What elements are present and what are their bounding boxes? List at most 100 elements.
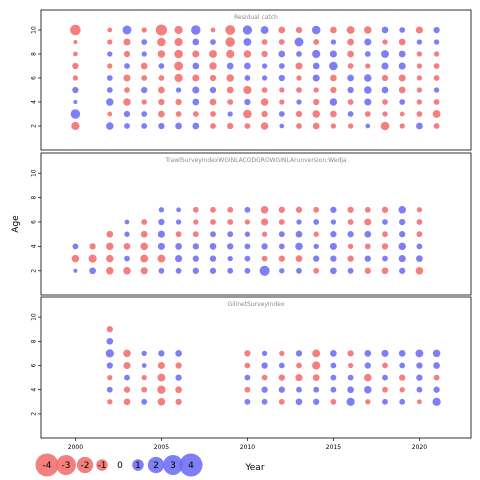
bubble <box>141 219 148 225</box>
bubble <box>279 350 285 357</box>
bubble <box>71 121 80 131</box>
bubble <box>330 398 337 405</box>
bubble <box>175 350 182 357</box>
y-tick-label: 10 <box>31 26 38 34</box>
panel-frame <box>40 152 472 296</box>
bubble <box>330 374 337 381</box>
bubble <box>192 231 199 238</box>
bubble <box>364 385 372 394</box>
bubble <box>226 62 234 70</box>
bubble <box>416 87 423 93</box>
bubble <box>175 87 182 93</box>
bubble <box>311 25 321 35</box>
bubble <box>260 98 269 106</box>
bubble <box>158 122 165 130</box>
bubble <box>210 219 216 225</box>
x-tick-label: 2005 <box>154 444 169 451</box>
y-tick-label: 2 <box>31 412 38 416</box>
bubble <box>174 49 183 59</box>
bubble <box>330 86 337 94</box>
bubble <box>278 26 286 34</box>
bubble <box>330 350 337 357</box>
bubble <box>70 24 81 36</box>
x-tick-label: 2000 <box>68 444 83 451</box>
bubble <box>364 206 371 213</box>
bubble <box>398 62 406 70</box>
y-tick-label: 8 <box>31 52 38 56</box>
bubble <box>209 86 217 94</box>
bubble <box>347 219 354 225</box>
bubble <box>416 386 423 393</box>
bubble <box>381 349 389 357</box>
bubble <box>313 206 320 213</box>
bubble <box>347 374 354 381</box>
bubble <box>313 243 319 250</box>
bubble <box>89 243 96 250</box>
bubble <box>382 374 388 381</box>
bubble <box>399 374 406 381</box>
bubble <box>381 26 389 34</box>
bubble <box>416 255 423 262</box>
bubble <box>365 399 371 405</box>
bubble <box>399 398 406 405</box>
bubble <box>364 362 371 369</box>
bubble <box>364 267 371 274</box>
bubble <box>279 268 285 274</box>
bubble <box>416 39 423 45</box>
bubble <box>244 75 251 81</box>
bubble <box>175 219 182 225</box>
bubble <box>175 398 182 405</box>
bubble <box>123 98 131 106</box>
bubble <box>295 206 303 213</box>
bubble <box>433 374 440 381</box>
bubble <box>123 74 131 82</box>
bubble <box>330 110 337 118</box>
bubble <box>123 386 131 393</box>
bubble <box>141 374 147 381</box>
bubble <box>347 99 354 105</box>
bubble <box>364 230 372 238</box>
bubble <box>347 206 354 213</box>
bubble <box>243 109 252 119</box>
bubble <box>399 99 406 105</box>
bubble <box>398 242 406 251</box>
bubble <box>243 38 252 46</box>
legend: -4 -3 -2 -1 0 1 2 3 4 <box>35 453 203 477</box>
bubble <box>295 374 303 382</box>
bubble <box>382 255 388 262</box>
bubble <box>278 386 285 393</box>
bubble <box>175 243 182 250</box>
bubble <box>260 206 269 214</box>
bubble <box>433 362 440 369</box>
bubble <box>313 39 320 45</box>
bubble <box>141 39 148 45</box>
bubble <box>278 231 285 238</box>
bubble <box>347 86 354 94</box>
bubble <box>73 99 78 105</box>
bubble <box>192 98 200 106</box>
bubble <box>123 349 131 358</box>
panel-frame <box>40 9 472 151</box>
bubble <box>123 50 131 58</box>
bubble <box>158 63 165 69</box>
legend-item: 0 <box>117 461 123 471</box>
x-tick-label: 2020 <box>412 444 427 451</box>
bubble <box>313 98 320 106</box>
bubble <box>381 206 389 213</box>
panel-title: GillnetSurveyIndex <box>228 301 285 308</box>
bubble <box>174 61 184 71</box>
legend-item: 2 <box>147 456 165 474</box>
x-tick-label: 2015 <box>326 444 341 451</box>
bubble <box>365 63 371 69</box>
bubble <box>227 219 234 225</box>
bubble <box>242 25 252 35</box>
bubble <box>433 39 440 45</box>
bubble <box>415 26 423 34</box>
bubble <box>226 86 234 94</box>
bubble <box>295 26 303 34</box>
bubble <box>244 62 251 70</box>
bubble <box>175 98 182 106</box>
bubble <box>140 254 149 263</box>
bubble <box>416 243 423 250</box>
